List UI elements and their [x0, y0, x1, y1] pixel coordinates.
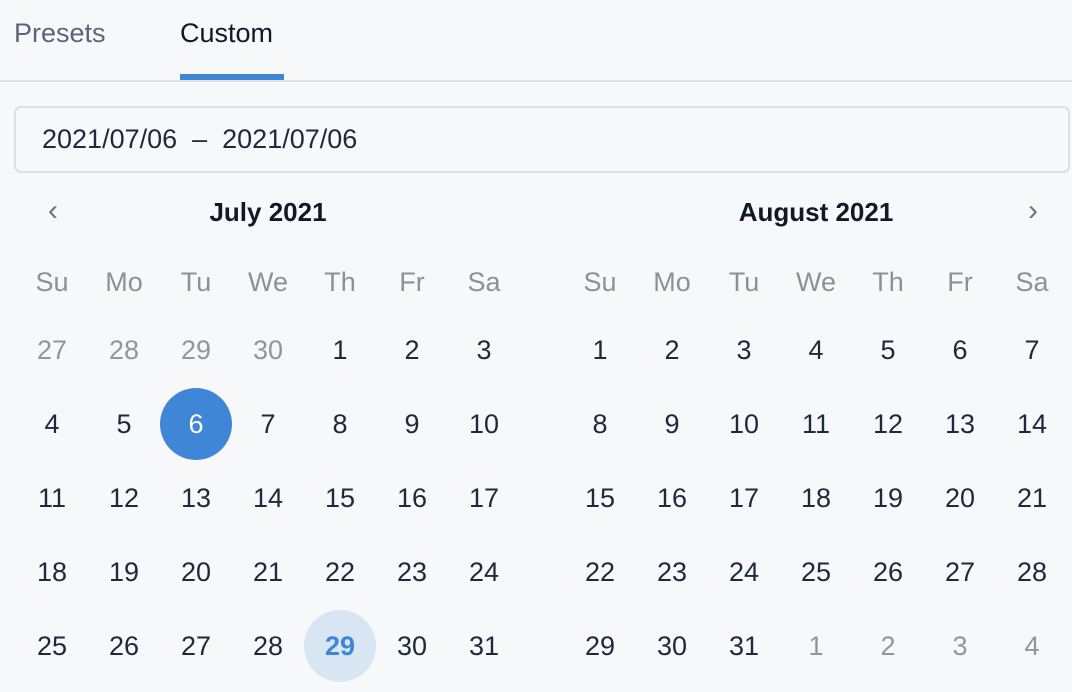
- day-cell[interactable]: 27: [180, 631, 212, 661]
- day-cell[interactable]: 11: [37, 483, 67, 513]
- day-cell[interactable]: 30: [656, 631, 688, 661]
- day-cell[interactable]: 31: [468, 631, 500, 661]
- day-cell[interactable]: 18: [800, 483, 832, 513]
- day-cell[interactable]: 12: [872, 409, 904, 439]
- day-cell[interactable]: 3: [736, 335, 752, 365]
- day-cell[interactable]: 2: [404, 335, 420, 365]
- weekday-label: We: [247, 267, 288, 297]
- day-cell[interactable]: 26: [872, 557, 904, 587]
- day-cell[interactable]: 14: [252, 483, 284, 513]
- day-cell[interactable]: 10: [728, 409, 760, 439]
- weekday-label: Tu: [728, 267, 760, 297]
- day-cell[interactable]: 6: [952, 335, 968, 365]
- day-cell[interactable]: 2: [664, 335, 680, 365]
- day-cell[interactable]: 27: [36, 335, 68, 365]
- day-cell[interactable]: 20: [180, 557, 212, 587]
- weekday-label: We: [795, 267, 836, 297]
- day-cell[interactable]: 9: [404, 409, 420, 439]
- day-cell[interactable]: 30: [252, 335, 284, 365]
- date-range-input[interactable]: 2021/07/06 – 2021/07/06: [14, 106, 1070, 173]
- day-cell[interactable]: 1: [592, 335, 608, 365]
- day-cell[interactable]: 31: [728, 631, 760, 661]
- day-cell[interactable]: 2: [880, 631, 896, 661]
- day-cell[interactable]: 7: [1024, 335, 1040, 365]
- day-cell[interactable]: 1: [808, 631, 824, 661]
- day-cell[interactable]: 22: [584, 557, 616, 587]
- day-cell[interactable]: 22: [324, 557, 356, 587]
- day-cell[interactable]: 8: [592, 409, 608, 439]
- day-cell[interactable]: 24: [728, 557, 760, 587]
- day-cell[interactable]: 8: [332, 409, 348, 439]
- day-cell[interactable]: 25: [800, 557, 832, 587]
- tabs-divider: [0, 80, 1072, 82]
- day-cell[interactable]: 1: [332, 335, 348, 365]
- day-cell[interactable]: 29: [180, 335, 212, 365]
- day-cell[interactable]: 4: [1024, 631, 1040, 661]
- day-cell[interactable]: 4: [44, 409, 60, 439]
- day-cell[interactable]: 13: [180, 483, 212, 513]
- chevron-right-icon[interactable]: ›: [1028, 194, 1038, 227]
- day-cell[interactable]: 16: [396, 483, 428, 513]
- day-cell[interactable]: 5: [880, 335, 896, 365]
- today-day[interactable]: 29: [304, 610, 376, 682]
- day-cell[interactable]: 5: [116, 409, 132, 439]
- day-cell[interactable]: 13: [944, 409, 976, 439]
- day-cell[interactable]: 15: [324, 483, 356, 513]
- day-cell[interactable]: 19: [872, 483, 904, 513]
- tab-custom[interactable]: Custom: [180, 18, 274, 48]
- day-cell[interactable]: 17: [728, 483, 760, 513]
- weekday-label: Mo: [105, 267, 143, 297]
- chevron-left-icon[interactable]: ‹: [48, 194, 58, 227]
- day-cell[interactable]: 23: [396, 557, 428, 587]
- day-cell[interactable]: 24: [468, 557, 500, 587]
- day-cell[interactable]: 9: [664, 409, 680, 439]
- weekday-label: Sa: [467, 267, 501, 297]
- month-title-august: August 2021: [738, 197, 894, 227]
- day-cell[interactable]: 3: [476, 335, 492, 365]
- day-cell[interactable]: 20: [944, 483, 976, 513]
- weekday-label: Th: [872, 267, 904, 297]
- day-cell[interactable]: 12: [108, 483, 140, 513]
- day-cell[interactable]: 7: [260, 409, 276, 439]
- weekday-label: Th: [324, 267, 356, 297]
- tab-presets[interactable]: Presets: [14, 18, 106, 48]
- day-cell[interactable]: 11: [801, 409, 831, 439]
- day-cell[interactable]: 29: [584, 631, 616, 661]
- day-cell[interactable]: 21: [1016, 483, 1048, 513]
- day-cell[interactable]: 17: [468, 483, 500, 513]
- day-cell[interactable]: 14: [1016, 409, 1048, 439]
- month-title-july: July 2021: [209, 197, 327, 227]
- day-cell[interactable]: 23: [656, 557, 688, 587]
- day-cell[interactable]: 30: [396, 631, 428, 661]
- weekday-label: Mo: [653, 267, 691, 297]
- weekday-label: Su: [35, 267, 69, 297]
- day-cell[interactable]: 28: [1016, 557, 1048, 587]
- day-cell[interactable]: 10: [468, 409, 500, 439]
- weekday-label: Fr: [947, 267, 973, 297]
- day-cell[interactable]: 3: [952, 631, 968, 661]
- day-cell[interactable]: 27: [944, 557, 976, 587]
- day-cell[interactable]: 15: [584, 483, 616, 513]
- active-tab-indicator: [180, 74, 284, 80]
- day-cell[interactable]: 21: [252, 557, 284, 587]
- weekday-label: Sa: [1015, 267, 1049, 297]
- weekday-label: Su: [583, 267, 617, 297]
- day-cell[interactable]: 16: [656, 483, 688, 513]
- day-cell[interactable]: 28: [252, 631, 284, 661]
- day-cell[interactable]: 19: [108, 557, 140, 587]
- weekday-label: Fr: [399, 267, 425, 297]
- day-cell[interactable]: 18: [36, 557, 68, 587]
- day-cell[interactable]: 25: [36, 631, 68, 661]
- day-cell[interactable]: 26: [108, 631, 140, 661]
- day-cell[interactable]: 28: [108, 335, 140, 365]
- weekday-label: Tu: [180, 267, 212, 297]
- selected-day[interactable]: 6: [160, 388, 232, 460]
- day-cell[interactable]: 4: [808, 335, 824, 365]
